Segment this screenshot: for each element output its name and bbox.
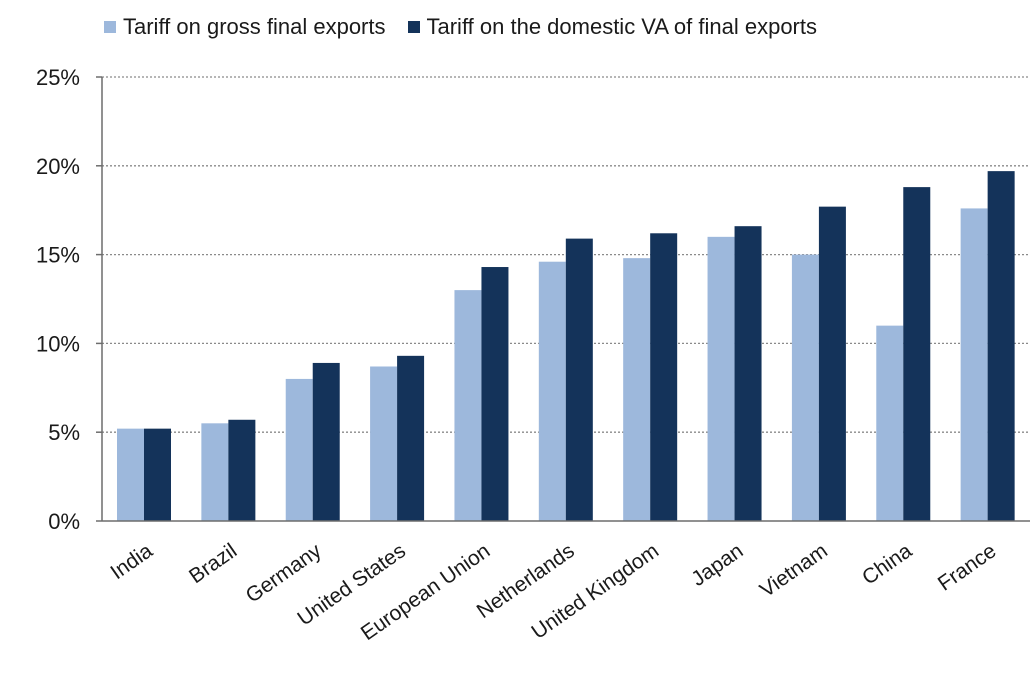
bar-domestic-va <box>818 206 846 521</box>
x-tick-label: Brazil <box>185 539 241 588</box>
bar-gross <box>623 258 651 521</box>
bar-domestic-va <box>144 428 171 521</box>
x-tick-label: India <box>106 539 157 584</box>
bar-gross <box>876 325 904 521</box>
bar-gross <box>454 290 482 521</box>
y-tick-label: 25% <box>36 65 80 90</box>
bar-gross <box>201 423 229 521</box>
y-tick-label: 0% <box>48 509 80 534</box>
bar-gross <box>370 366 398 521</box>
bars <box>117 171 1015 522</box>
y-tick-label: 15% <box>36 243 80 268</box>
bar-gross <box>285 378 313 521</box>
legend-swatch-gross <box>104 21 116 33</box>
y-tick-label: 20% <box>36 154 80 179</box>
bar-gross <box>707 236 735 521</box>
legend-label-gross: Tariff on gross final exports <box>123 14 386 39</box>
bar-domestic-va <box>903 187 931 521</box>
legend-item-gross: Tariff on gross final exports <box>104 14 386 40</box>
x-tick-label: Vietnam <box>756 539 832 602</box>
bar-domestic-va <box>650 233 678 521</box>
bar-gross <box>960 208 988 521</box>
bar-gross <box>538 261 566 521</box>
bar-domestic-va <box>481 267 509 521</box>
bar-domestic-va <box>565 238 593 521</box>
axes <box>96 76 1030 522</box>
legend: Tariff on gross final exports Tariff on … <box>104 14 817 40</box>
bar-domestic-va <box>312 362 340 521</box>
x-tick-label: France <box>934 539 1001 595</box>
legend-label-domestic-va: Tariff on the domestic VA of final expor… <box>426 14 818 39</box>
bar-gross <box>117 428 144 521</box>
bar-domestic-va <box>397 355 425 521</box>
x-tick-label: China <box>858 539 916 589</box>
bar-domestic-va <box>987 171 1015 522</box>
legend-item-domestic-va: Tariff on the domestic VA of final expor… <box>407 14 818 40</box>
y-tick-label: 10% <box>36 331 80 356</box>
legend-swatch-domestic-va <box>407 21 420 33</box>
y-tick-labels: 0% 5% 10% 15% 20% 25% <box>36 65 80 534</box>
bar-domestic-va <box>734 226 762 521</box>
bar-gross <box>791 254 819 521</box>
x-tick-label: Japan <box>687 539 747 591</box>
y-tick-label: 5% <box>48 420 80 445</box>
bar-domestic-va <box>228 419 256 521</box>
